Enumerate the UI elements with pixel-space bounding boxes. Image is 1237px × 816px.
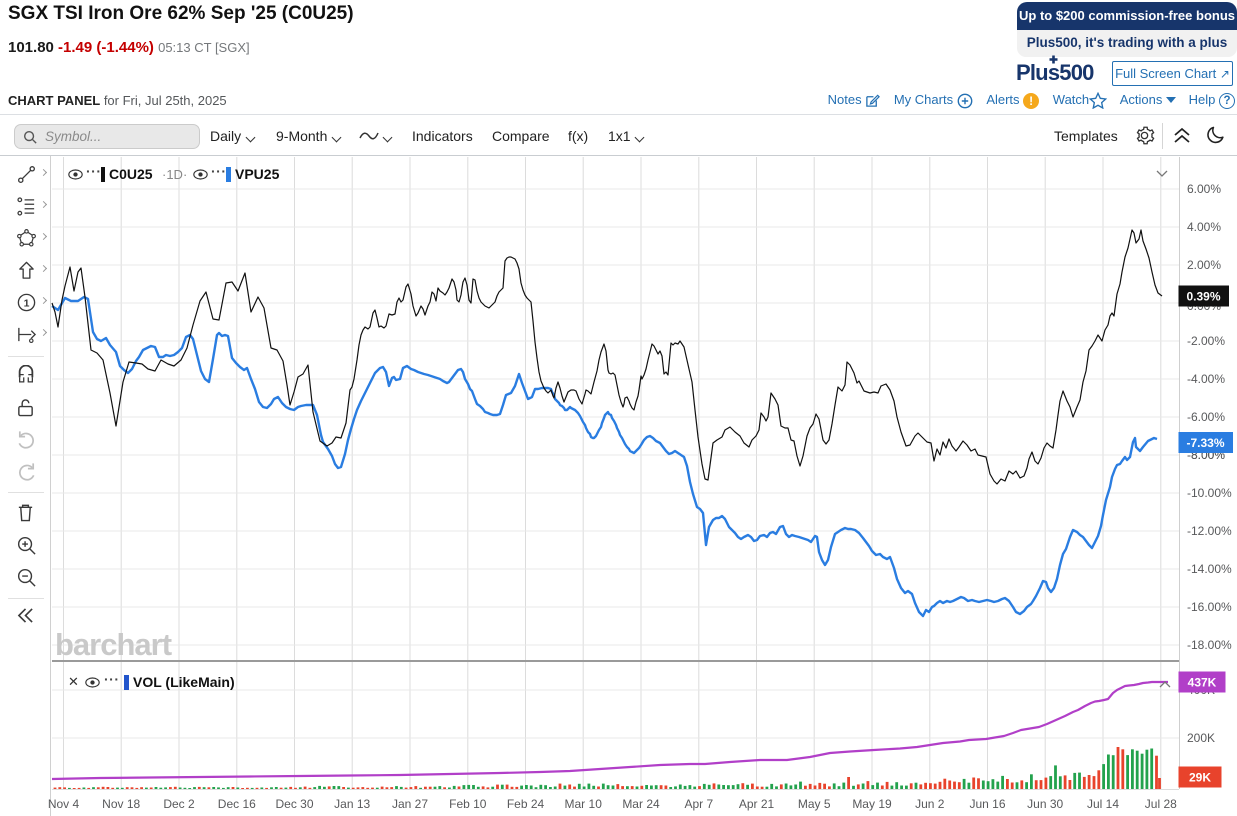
svg-text:2.00%: 2.00% [1187, 258, 1221, 272]
svg-text:-18.00%: -18.00% [1187, 638, 1232, 652]
svg-text:-2.00%: -2.00% [1187, 334, 1225, 348]
svg-text:29K: 29K [1189, 771, 1211, 785]
svg-text:Jun 2: Jun 2 [915, 797, 945, 811]
svg-text:Jun 16: Jun 16 [969, 797, 1005, 811]
svg-text:Nov 4: Nov 4 [48, 797, 80, 811]
svg-text:May 5: May 5 [798, 797, 831, 811]
svg-text:-16.00%: -16.00% [1187, 600, 1232, 614]
svg-text:Jul 28: Jul 28 [1145, 797, 1177, 811]
svg-text:437K: 437K [1188, 676, 1217, 690]
svg-text:Dec 16: Dec 16 [218, 797, 256, 811]
svg-text:Feb 24: Feb 24 [507, 797, 545, 811]
svg-text:4.00%: 4.00% [1187, 220, 1221, 234]
svg-text:Apr 21: Apr 21 [739, 797, 775, 811]
svg-text:Jul 14: Jul 14 [1087, 797, 1119, 811]
svg-text:200K: 200K [1187, 731, 1215, 745]
svg-text:-10.00%: -10.00% [1187, 486, 1232, 500]
svg-text:May 19: May 19 [852, 797, 892, 811]
svg-text:Mar 24: Mar 24 [622, 797, 660, 811]
svg-text:-14.00%: -14.00% [1187, 562, 1232, 576]
svg-text:Nov 18: Nov 18 [102, 797, 140, 811]
svg-text:Dec 2: Dec 2 [163, 797, 195, 811]
svg-text:Apr 7: Apr 7 [684, 797, 713, 811]
svg-text:-12.00%: -12.00% [1187, 524, 1232, 538]
svg-text:Mar 10: Mar 10 [565, 797, 603, 811]
svg-text:Jun 30: Jun 30 [1027, 797, 1063, 811]
svg-text:Feb 10: Feb 10 [449, 797, 487, 811]
svg-text:-4.00%: -4.00% [1187, 372, 1225, 386]
svg-text:0.39%: 0.39% [1186, 290, 1220, 304]
svg-text:barchart: barchart [55, 627, 172, 662]
svg-text:Jan 13: Jan 13 [334, 797, 370, 811]
svg-text:-6.00%: -6.00% [1187, 410, 1225, 424]
svg-text:-7.33%: -7.33% [1186, 436, 1224, 450]
svg-text:6.00%: 6.00% [1187, 182, 1221, 196]
svg-text:Dec 30: Dec 30 [275, 797, 313, 811]
svg-text:1: 1 [24, 297, 30, 309]
svg-text:Jan 27: Jan 27 [392, 797, 428, 811]
